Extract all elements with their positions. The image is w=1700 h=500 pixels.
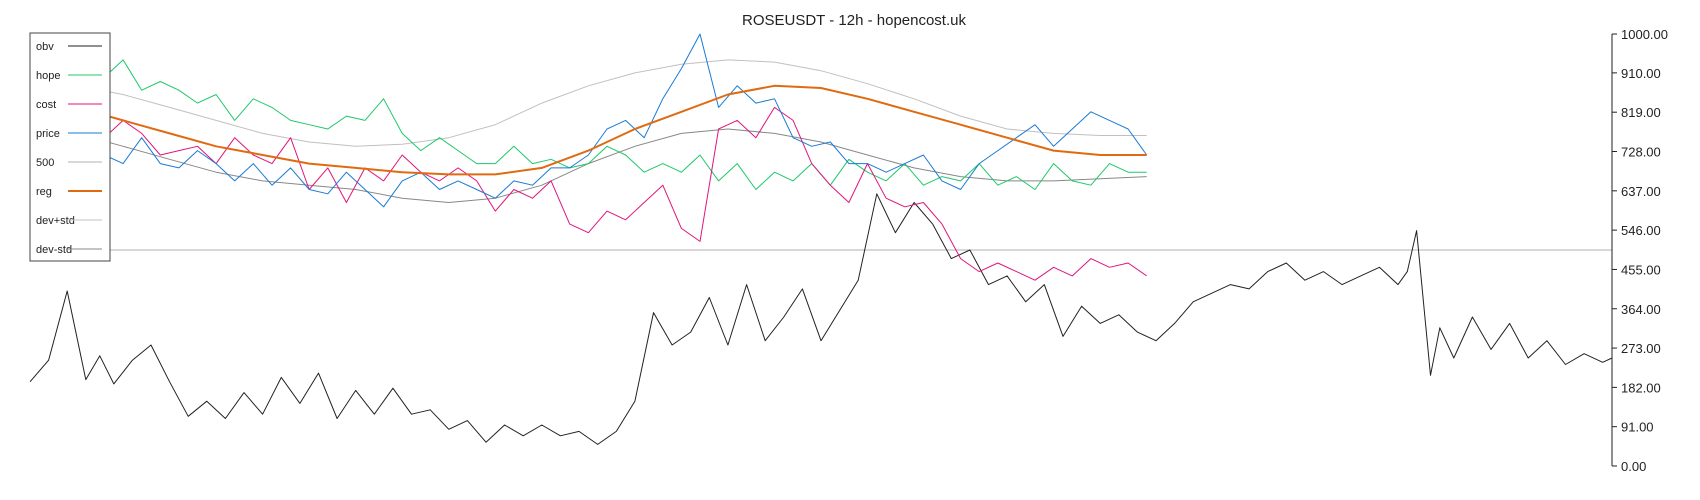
- legend-label: dev+std: [36, 215, 75, 227]
- plot-area: [29, 33, 1613, 445]
- legend-box: [29, 32, 111, 262]
- legend-label: obv: [36, 41, 54, 53]
- y-tick-label: 1000.00: [1621, 27, 1668, 42]
- legend-label: price: [36, 128, 60, 140]
- legend-label: hope: [36, 70, 60, 82]
- chart-title: ROSEUSDT - 12h - hopencost.uk: [742, 12, 966, 29]
- y-tick-label: 910.00: [1621, 66, 1661, 81]
- legend-label: dev-std: [36, 244, 72, 256]
- series-line-hope: [29, 33, 1147, 190]
- series-line-dev-std: [29, 128, 1147, 203]
- series-line-cost: [29, 106, 1147, 281]
- y-axis: 1000.00 910.00 819.00 728.00 637.00 546.00 455…: [1611, 27, 1668, 474]
- legend-label: reg: [36, 186, 52, 198]
- y-tick-label: 0.00: [1621, 459, 1646, 474]
- y-tick-label: 182.00: [1621, 380, 1661, 395]
- y-tick-label: 273.00: [1621, 341, 1661, 356]
- legend-label: cost: [36, 99, 56, 111]
- legend: obv hope cost price 500 reg dev+std dev-std: [29, 32, 111, 262]
- y-tick-label: 364.00: [1621, 302, 1661, 317]
- y-tick-label: 637.00: [1621, 184, 1661, 199]
- y-tick-label: 546.00: [1621, 223, 1661, 238]
- y-tick-label: 819.00: [1621, 105, 1661, 120]
- series-line-price: [29, 33, 1148, 208]
- series-line-reg: [29, 84, 1147, 176]
- y-tick-label: 455.00: [1621, 262, 1661, 277]
- series-line-dev-std: [29, 59, 1147, 147]
- y-tick-label: 91.00: [1621, 420, 1654, 435]
- series-line-obv: [29, 193, 1613, 445]
- legend-label: 500: [36, 157, 54, 169]
- y-tick-label: 728.00: [1621, 145, 1661, 160]
